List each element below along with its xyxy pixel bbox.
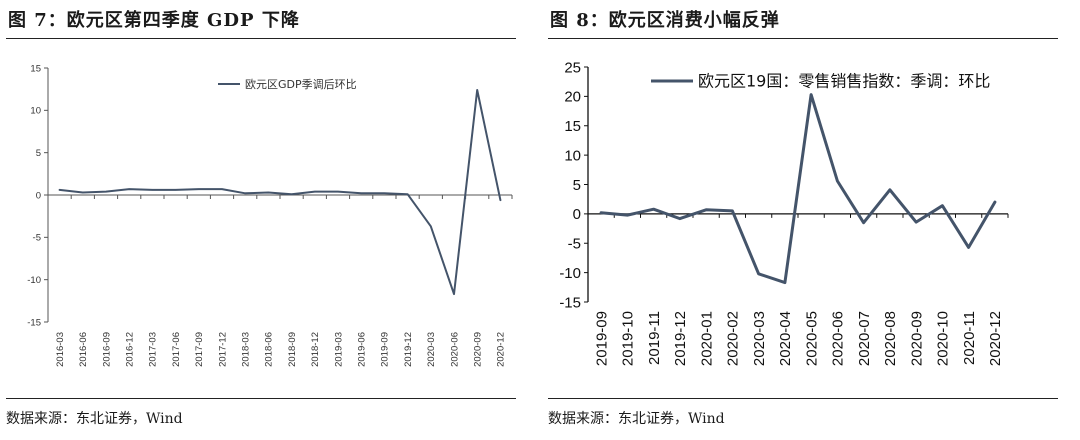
retail-x-tick-label: 2020-07 (856, 311, 873, 366)
gdp-chart: 15 10 5 0 -5 -10 -15 2016-03 2016-06 2016-09 2016-… (27, 63, 513, 367)
retail-legend-label: 欧元区19国：零售销售指数：季调：环比 (698, 72, 990, 91)
gdp-y-tick-label: 5 (36, 148, 41, 159)
gdp-x-tick-label: 2019-06 (357, 332, 368, 367)
gdp-x-tick-label: 2018-03 (241, 332, 252, 367)
gdp-x-tick-label: 2020-12 (496, 332, 507, 367)
retail-x-tick-label: 2020-04 (777, 311, 794, 366)
gdp-x-tick-label: 2017-06 (171, 332, 182, 367)
gdp-y-tick-label: -5 (33, 233, 41, 244)
figure-8-title: 图 8：欧元区消费小幅反弹 (550, 10, 780, 31)
retail-series-line (599, 93, 997, 285)
figure-7-source: 数据来源：东北证券，Wind (6, 411, 183, 427)
retail-x-tick-label: 2020-06 (830, 311, 847, 366)
gdp-x-tick-label: 2020-03 (426, 332, 437, 367)
retail-y-tick-label: -5 (568, 236, 581, 253)
gdp-x-tick-label: 2018-09 (287, 332, 298, 367)
gdp-x-tick-label: 2018-12 (310, 332, 321, 367)
figure-8-panel: 图 8：欧元区消费小幅反弹 25 20 15 10 5 0 -5 -10 -15 2019-09 2… (548, 0, 1068, 440)
retail-y-tick-label: -10 (559, 265, 581, 282)
figure-7-panel: 图 7：欧元区第四季度 GDP 下降 15 10 5 0 -5 -10 -15 2016-03… (6, 0, 526, 440)
gdp-y-tick-label: 0 (36, 190, 41, 201)
retail-y-tick-label: 0 (573, 206, 581, 223)
retail-x-tick-label: 2019-10 (620, 311, 637, 366)
retail-x-tick-label: 2020-03 (751, 311, 768, 366)
retail-x-tick-label: 2020-09 (908, 311, 925, 366)
retail-x-tick-label: 2019-11 (646, 311, 663, 365)
retail-x-tick-label: 2020-01 (698, 311, 715, 366)
gdp-x-tick-label: 2018-06 (264, 332, 275, 367)
gdp-series-line (58, 89, 502, 296)
figure-8-source: 数据来源：东北证券，Wind (548, 411, 725, 427)
figure-7-bottom-rule (6, 398, 516, 399)
figure-8-top-rule (548, 38, 1058, 39)
figure-8-bottom-rule (548, 398, 1058, 399)
retail-x-tick-label: 2020-08 (882, 311, 899, 366)
gdp-x-tick-label: 2016-06 (78, 332, 89, 367)
gdp-y-tick-label: 10 (30, 106, 41, 117)
gdp-x-tick-label: 2020-09 (473, 332, 484, 367)
retail-x-tick-label: 2020-05 (803, 311, 820, 366)
retail-y-tick-label: 20 (564, 89, 581, 106)
gdp-y-tick-label: 15 (30, 63, 41, 74)
retail-y-tick-label: 10 (564, 147, 581, 164)
retail-x-tick-label: 2019-09 (593, 311, 610, 366)
retail-x-tick-label: 2020-11 (961, 311, 978, 365)
gdp-x-tick-label: 2019-09 (380, 332, 391, 367)
retail-y-tick-label: 25 (564, 59, 581, 76)
retail-sales-chart: 25 20 15 10 5 0 -5 -10 -15 2019-09 2019-10 2019-11 2… (559, 59, 1009, 366)
gdp-x-tick-label: 2019-03 (333, 332, 344, 367)
retail-x-tick-label: 2020-02 (725, 311, 742, 366)
gdp-x-tick-label: 2017-12 (217, 332, 228, 367)
gdp-x-tick-label: 2019-12 (403, 332, 414, 367)
figure-7-top-rule (6, 38, 516, 39)
retail-x-tick-label: 2019-12 (672, 311, 689, 366)
retail-x-tick-label: 2020-10 (935, 311, 952, 366)
gdp-x-tick-label: 2017-09 (194, 332, 205, 367)
gdp-x-tick-label: 2017-03 (148, 332, 159, 367)
gdp-x-tick-label: 2016-09 (101, 332, 112, 367)
gdp-x-tick-label: 2020-06 (449, 332, 460, 367)
gdp-y-tick-label: -15 (27, 317, 41, 328)
gdp-y-tick-label: -10 (27, 275, 41, 286)
retail-y-tick-label: 5 (573, 177, 581, 194)
figure-7-title: 图 7：欧元区第四季度 GDP 下降 (8, 10, 300, 31)
gdp-x-tick-label: 2016-03 (55, 332, 66, 367)
gdp-legend-label: 欧元区GDP季调后环比 (245, 78, 357, 91)
retail-x-tick-label: 2020-12 (987, 311, 1004, 366)
retail-y-tick-label: -15 (559, 294, 581, 311)
retail-y-tick-label: 15 (564, 118, 581, 135)
gdp-x-tick-label: 2016-12 (125, 332, 136, 367)
